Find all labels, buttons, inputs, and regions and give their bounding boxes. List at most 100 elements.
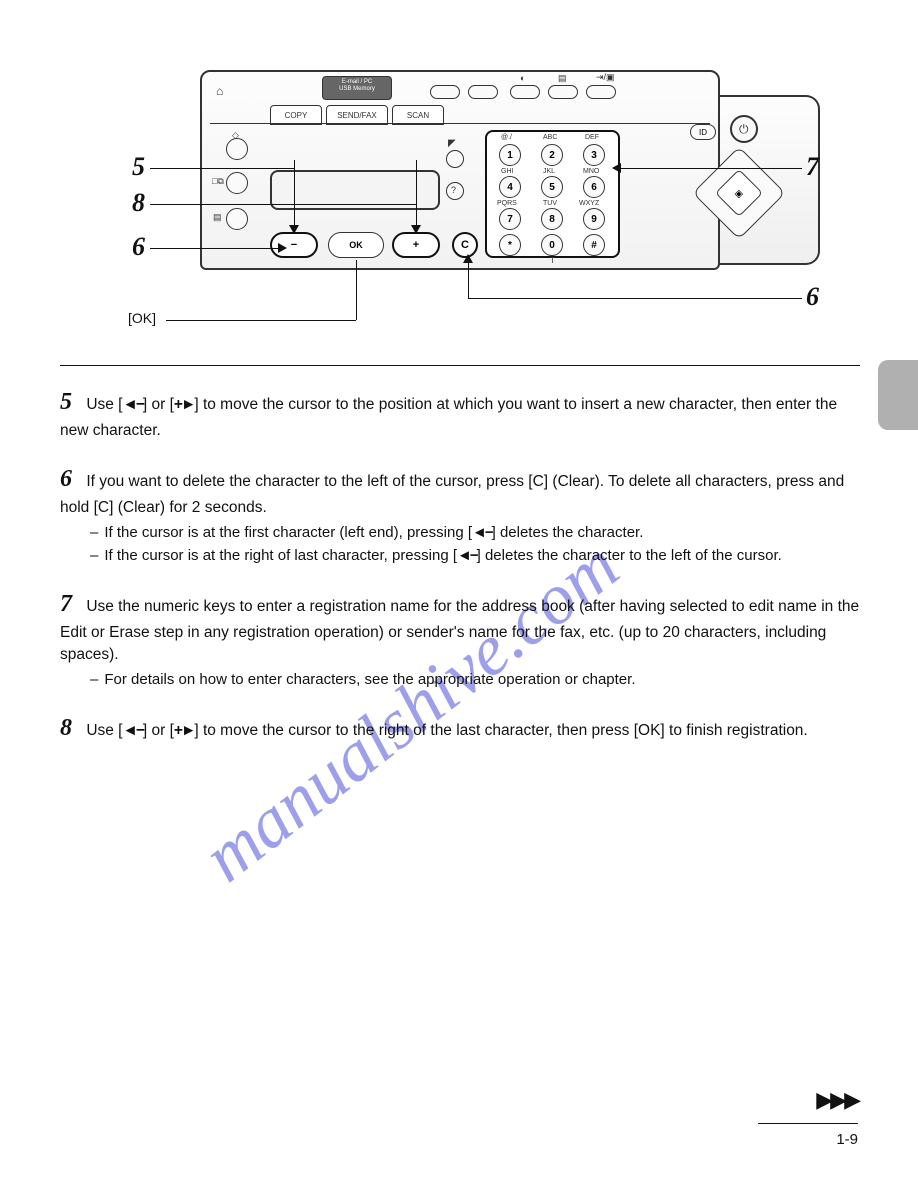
leader-6l bbox=[150, 248, 280, 249]
key-4: 4 bbox=[499, 176, 521, 198]
side-tab bbox=[878, 360, 918, 430]
usb-label: E-mail / PCUSB Memory bbox=[322, 76, 392, 100]
book-icon: ⌂ bbox=[216, 84, 223, 98]
doc-icon: ▤ bbox=[558, 73, 567, 84]
cursor-left-icon: ◄− bbox=[123, 394, 143, 416]
arrow-8-head bbox=[411, 225, 421, 234]
printer-panel-diagram: ⌂ E-mail / PCUSB Memory ◐ ▤ ⇥/▣ COPY SEN… bbox=[130, 70, 790, 330]
step8-num: 8 bbox=[60, 715, 72, 741]
cursor-left-icon: ◄− bbox=[472, 522, 492, 544]
step7-sub: –For details on how to enter characters,… bbox=[90, 669, 860, 691]
tab-copy: COPY bbox=[270, 105, 322, 125]
cursor-right-icon: +► bbox=[174, 394, 194, 416]
keylbl-5: JKL bbox=[543, 168, 555, 175]
step7-num: 7 bbox=[60, 591, 72, 617]
q-icon: ? bbox=[451, 185, 456, 195]
keylbl-7: PQRS bbox=[497, 200, 517, 207]
cursor-left-icon: ◄− bbox=[123, 720, 143, 742]
step-7: 7 Use the numeric keys to enter a regist… bbox=[60, 587, 860, 690]
key-2: 2 bbox=[541, 144, 563, 166]
eject-icon: ⇥/▣ bbox=[596, 72, 615, 83]
step6-num: 6 bbox=[60, 466, 72, 492]
top-btn-4 bbox=[548, 85, 578, 99]
key-1: 1 bbox=[499, 144, 521, 166]
page: manualshive.com ⌂ E-mail / PCUSB Memory … bbox=[0, 0, 918, 1188]
callout-8: 8 bbox=[132, 188, 145, 218]
callout-7: 7 bbox=[806, 152, 819, 182]
leader-6r-v bbox=[468, 260, 469, 298]
step8-t4: ] to move the cursor to the right of the… bbox=[194, 722, 807, 739]
content-divider bbox=[60, 365, 860, 366]
step5-t2: ] or [ bbox=[143, 396, 174, 413]
tab-scan: SCAN bbox=[392, 105, 444, 125]
keylbl-4: GHI bbox=[501, 168, 513, 175]
arrow-5 bbox=[294, 160, 295, 228]
leader-6r bbox=[468, 298, 802, 299]
key-9: 9 bbox=[583, 208, 605, 230]
step7-text: Use the numeric keys to enter a registra… bbox=[60, 598, 859, 663]
step6-sub2: –If the cursor is at the right of last c… bbox=[90, 545, 860, 567]
leader-7 bbox=[618, 168, 802, 169]
keylbl-9: WXYZ bbox=[579, 200, 599, 207]
plus-button: + bbox=[392, 232, 440, 258]
step-8: 8 Use [◄−] or [+►] to move the cursor to… bbox=[60, 711, 860, 746]
keypad: @./ ABC DEF 1 2 3 GHI JKL MNO 4 5 6 PQRS… bbox=[485, 130, 620, 258]
round-btn-1 bbox=[226, 138, 248, 160]
leader-ok bbox=[166, 320, 356, 321]
top-btn-1 bbox=[430, 85, 460, 99]
key-5: 5 bbox=[541, 176, 563, 198]
tab-sendfax: SEND/FAX bbox=[326, 105, 388, 125]
callout-6-right: 6 bbox=[806, 282, 819, 312]
step5-t0: Use [ bbox=[86, 396, 122, 413]
id-button: ID bbox=[690, 124, 716, 140]
leader-ok-v bbox=[356, 260, 357, 320]
keylbl-2: ABC bbox=[543, 134, 557, 141]
key-star: * bbox=[499, 234, 521, 256]
leader-5 bbox=[150, 168, 294, 169]
step-5: 5 Use [◄−] or [+►] to move the cursor to… bbox=[60, 385, 860, 442]
content-body: 5 Use [◄−] or [+►] to move the cursor to… bbox=[60, 385, 860, 765]
keylbl-1: @./ bbox=[501, 134, 512, 141]
leader-6r-head bbox=[463, 254, 473, 263]
keylbl-t: T bbox=[550, 256, 555, 265]
round-btn-flag bbox=[446, 150, 464, 168]
top-btn-2 bbox=[468, 85, 498, 99]
key-8: 8 bbox=[541, 208, 563, 230]
contrast-icon: ◐ bbox=[520, 73, 525, 83]
key-0: 0 bbox=[541, 234, 563, 256]
step6-sub1: –If the cursor is at the first character… bbox=[90, 522, 860, 544]
footer-rule bbox=[758, 1123, 858, 1124]
continue-arrows-icon: ▶▶▶ bbox=[816, 1087, 858, 1113]
rb2-icon: □⧉ bbox=[212, 176, 224, 187]
cursor-left-icon: ◄− bbox=[457, 545, 477, 567]
key-3: 3 bbox=[583, 144, 605, 166]
callout-5: 5 bbox=[132, 152, 145, 182]
leader-6l-head bbox=[278, 243, 287, 253]
power-icon: ⏻ bbox=[739, 122, 749, 137]
step6-text: If you want to delete the character to t… bbox=[60, 473, 844, 516]
key-6: 6 bbox=[583, 176, 605, 198]
top-btn-3 bbox=[510, 85, 540, 99]
callout-6-left: 6 bbox=[132, 232, 145, 262]
leader-8 bbox=[150, 204, 416, 205]
step-6: 6 If you want to delete the character to… bbox=[60, 462, 860, 567]
tab-divider bbox=[210, 123, 710, 124]
key-hash: # bbox=[583, 234, 605, 256]
flag-icon: ◤ bbox=[448, 138, 456, 149]
keylbl-3: DEF bbox=[585, 134, 599, 141]
arrow-5-head bbox=[289, 225, 299, 234]
cursor-right-icon: +► bbox=[174, 720, 194, 742]
page-number: 1-9 bbox=[836, 1131, 858, 1148]
step5-num: 5 bbox=[60, 389, 72, 415]
arrow-8 bbox=[416, 160, 417, 228]
top-btn-5 bbox=[586, 85, 616, 99]
ok-button: OK bbox=[328, 232, 384, 258]
round-btn-2 bbox=[226, 172, 248, 194]
key-7: 7 bbox=[499, 208, 521, 230]
round-btn-3 bbox=[226, 208, 248, 230]
keylbl-6: MNO bbox=[583, 168, 599, 175]
step8-t2: ] or [ bbox=[143, 722, 174, 739]
rb1-icon: ◇ bbox=[232, 130, 239, 141]
step8-t0: Use [ bbox=[86, 722, 122, 739]
leader-7-head bbox=[612, 163, 621, 173]
